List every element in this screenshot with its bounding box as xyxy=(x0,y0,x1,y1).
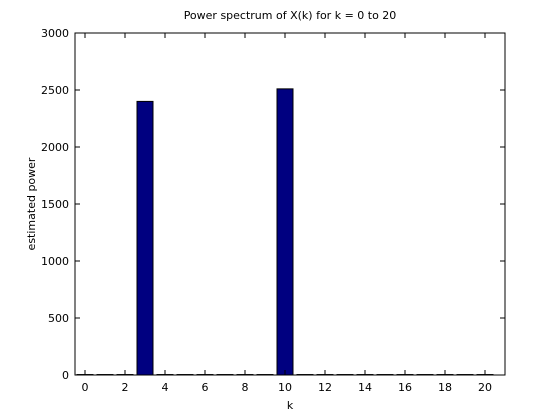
y-tick-label: 2500 xyxy=(41,84,69,97)
y-axis-label: estimated power xyxy=(25,157,38,250)
y-tick-label: 3000 xyxy=(41,27,69,40)
x-tick-label: 2 xyxy=(122,381,129,394)
x-tick-label: 18 xyxy=(438,381,452,394)
bar xyxy=(276,88,294,376)
x-tick-label: 4 xyxy=(162,381,169,394)
x-axis-label: k xyxy=(287,399,294,412)
y-tick-label: 1000 xyxy=(41,255,69,268)
x-tick-label: 6 xyxy=(202,381,209,394)
y-tick-label: 0 xyxy=(62,369,69,382)
chart-title: Power spectrum of X(k) for k = 0 to 20 xyxy=(184,9,397,22)
bar xyxy=(136,100,154,376)
x-tick-label: 8 xyxy=(242,381,249,394)
x-tick-label: 12 xyxy=(318,381,332,394)
y-tick-label: 2000 xyxy=(41,141,69,154)
y-tick-label: 1500 xyxy=(41,198,69,211)
x-tick-label: 14 xyxy=(358,381,372,394)
x-tick-label: 16 xyxy=(398,381,412,394)
y-tick-label: 500 xyxy=(48,312,69,325)
x-tick-label: 20 xyxy=(478,381,492,394)
x-tick-label: 10 xyxy=(278,381,292,394)
x-tick-label: 0 xyxy=(82,381,89,394)
